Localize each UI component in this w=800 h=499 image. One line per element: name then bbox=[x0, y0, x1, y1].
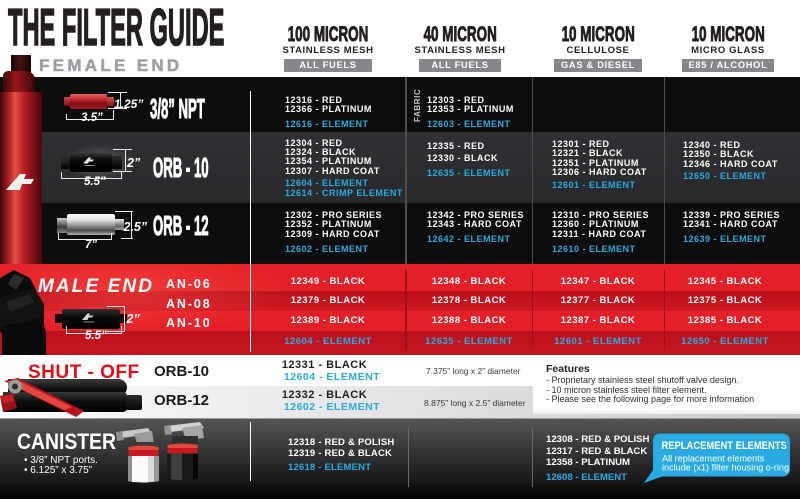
svg-text:REPLACEMENT ELEMENTS: REPLACEMENT ELEMENTS bbox=[662, 440, 787, 452]
svg-text:include (x1) filter housing o-: include (x1) filter housing o-ring bbox=[662, 462, 789, 472]
svg-text:All replacement elements: All replacement elements bbox=[662, 453, 765, 463]
